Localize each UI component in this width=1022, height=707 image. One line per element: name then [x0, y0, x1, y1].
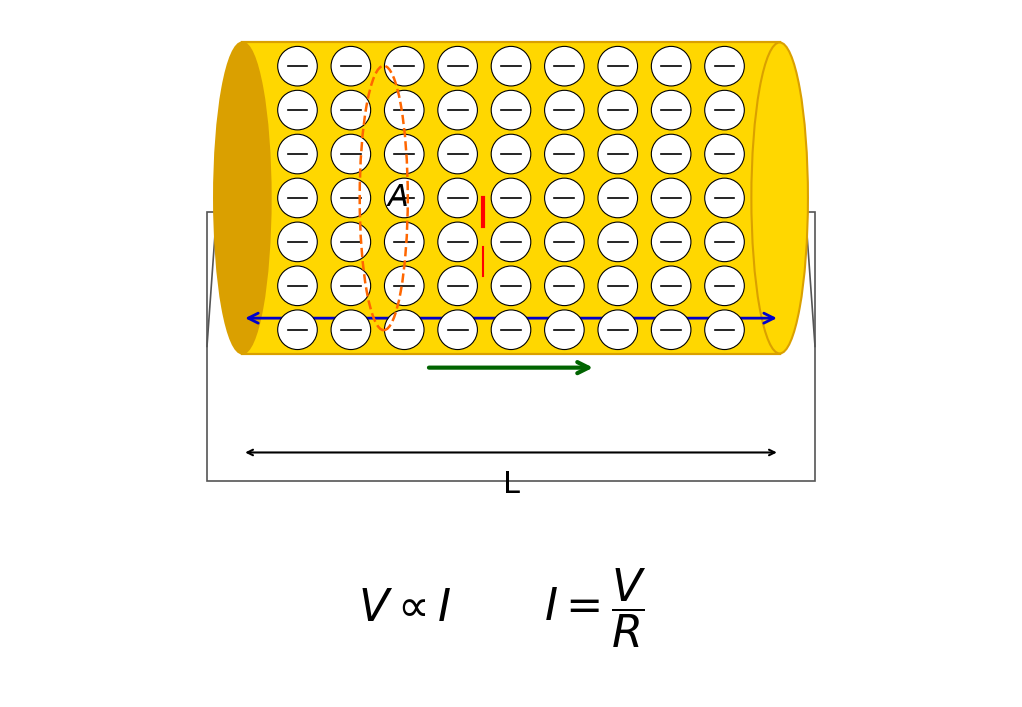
Circle shape — [278, 178, 317, 218]
Circle shape — [437, 47, 477, 86]
Circle shape — [545, 266, 585, 305]
Circle shape — [492, 222, 530, 262]
Circle shape — [598, 266, 638, 305]
Circle shape — [437, 90, 477, 130]
Circle shape — [331, 47, 371, 86]
Ellipse shape — [751, 42, 808, 354]
Circle shape — [545, 47, 585, 86]
Circle shape — [651, 90, 691, 130]
Ellipse shape — [214, 42, 271, 354]
Circle shape — [437, 178, 477, 218]
Circle shape — [492, 47, 530, 86]
Circle shape — [331, 266, 371, 305]
Circle shape — [278, 266, 317, 305]
Text: L: L — [503, 470, 519, 499]
Circle shape — [278, 222, 317, 262]
Circle shape — [651, 134, 691, 174]
Circle shape — [278, 134, 317, 174]
Circle shape — [651, 178, 691, 218]
Circle shape — [598, 222, 638, 262]
Text: $V \propto I$: $V \propto I$ — [358, 587, 452, 629]
Circle shape — [545, 310, 585, 349]
Circle shape — [705, 90, 744, 130]
Circle shape — [278, 310, 317, 349]
Circle shape — [437, 266, 477, 305]
Circle shape — [545, 90, 585, 130]
Circle shape — [384, 310, 424, 349]
Circle shape — [492, 310, 530, 349]
Circle shape — [331, 90, 371, 130]
Text: I: I — [507, 321, 515, 350]
Circle shape — [598, 47, 638, 86]
Polygon shape — [242, 42, 780, 354]
Circle shape — [651, 47, 691, 86]
Circle shape — [705, 178, 744, 218]
Circle shape — [651, 310, 691, 349]
Circle shape — [598, 310, 638, 349]
Text: A: A — [387, 183, 409, 213]
Circle shape — [651, 266, 691, 305]
Circle shape — [598, 90, 638, 130]
Circle shape — [331, 134, 371, 174]
Text: V: V — [501, 271, 521, 300]
Text: $I = \dfrac{V}{R}$: $I = \dfrac{V}{R}$ — [545, 566, 647, 650]
Circle shape — [384, 134, 424, 174]
Circle shape — [437, 222, 477, 262]
Circle shape — [384, 266, 424, 305]
Circle shape — [384, 222, 424, 262]
Circle shape — [278, 90, 317, 130]
Circle shape — [331, 310, 371, 349]
Circle shape — [705, 222, 744, 262]
Circle shape — [545, 134, 585, 174]
Circle shape — [651, 222, 691, 262]
Circle shape — [492, 266, 530, 305]
Circle shape — [705, 310, 744, 349]
Circle shape — [384, 90, 424, 130]
Circle shape — [705, 266, 744, 305]
Circle shape — [492, 178, 530, 218]
Circle shape — [492, 90, 530, 130]
Circle shape — [598, 178, 638, 218]
Circle shape — [331, 222, 371, 262]
Circle shape — [278, 47, 317, 86]
Circle shape — [384, 47, 424, 86]
Circle shape — [705, 134, 744, 174]
Circle shape — [598, 134, 638, 174]
Bar — [207, 212, 815, 481]
Circle shape — [437, 134, 477, 174]
Circle shape — [705, 47, 744, 86]
Circle shape — [545, 222, 585, 262]
Circle shape — [492, 134, 530, 174]
Circle shape — [437, 310, 477, 349]
Circle shape — [331, 178, 371, 218]
Circle shape — [384, 178, 424, 218]
Circle shape — [545, 178, 585, 218]
